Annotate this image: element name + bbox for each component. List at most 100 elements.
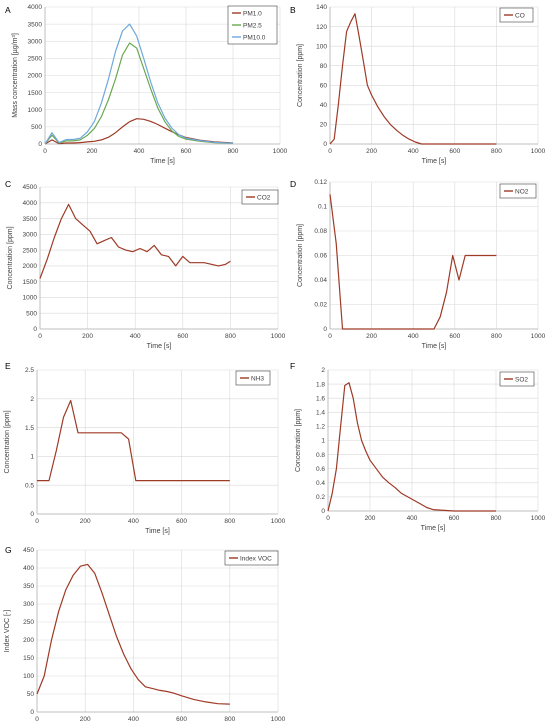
series-line-co2 [39,203,231,279]
y-tick-label: 0.5 [25,482,34,489]
x-tick-label: 400 [407,515,418,522]
y-tick-label: 0.02 [314,302,327,309]
y-tick-label: 150 [23,655,34,662]
series-line-no2 [329,194,497,330]
x-tick-label: 0 [43,148,47,155]
y-tick-label: 1 [30,454,34,461]
chart-panel-a: A 0 500 1000 1500 2000 2500 3000 3500 4000 0 200 400… [5,4,288,165]
y-tick-label: 200 [23,637,34,644]
y-tick-label: 2.5 [25,367,34,374]
x-tick-label: 1000 [271,716,286,723]
x-tick-label: 200 [366,333,377,340]
x-axis-label: Time [s] [422,343,447,350]
x-tick-label: 1000 [531,148,546,155]
y-tick-label: 1000 [23,295,38,302]
y-tick-label: 2 [321,367,325,374]
series-line-so2 [327,382,496,512]
y-tick-label: 1.8 [316,381,325,388]
panel-letter: E [5,361,11,371]
y-tick-label: 1.5 [25,425,34,432]
y-tick-label: 350 [23,583,34,590]
y-tick-label: 0 [33,326,37,333]
legend-box [241,189,279,205]
x-tick-label: 600 [449,333,460,340]
y-tick-label: 1.4 [316,410,325,417]
y-tick-label: 1 [321,438,325,445]
legend-label: CO2 [257,194,271,201]
x-tick-label: 600 [449,515,460,522]
x-tick-label: 600 [449,148,460,155]
x-axis-label: Time [s] [421,525,446,532]
chart-panel-d: D 0 0.02 0.04 0.06 0.08 0.1 0.12 0 200 400 600 800 10… [290,179,546,350]
legend-box [235,370,271,386]
chart-panel-f: F 0 0.2 0.4 0.6 0.8 1 1.2 1.4 1.6 1.8 2 0 200 400 600 80… [290,361,546,532]
y-tick-label: 450 [23,547,34,554]
y-tick-label: 0 [30,709,34,716]
y-tick-label: 400 [23,565,34,572]
y-tick-label: 80 [320,63,328,70]
legend-box [224,550,279,566]
series-line-pm2-5 [44,42,234,145]
y-tick-label: 50 [27,691,35,698]
y-tick-label: 0.6 [316,466,325,473]
x-tick-label: 600 [181,148,192,155]
x-tick-label: 800 [224,716,235,723]
y-tick-label: 1.2 [316,424,325,431]
y-tick-label: 0.08 [314,228,327,235]
y-axis-label: Concentration [ppm] [297,44,304,107]
x-tick-label: 200 [366,148,377,155]
y-tick-label: 0 [323,141,327,148]
y-tick-label: 1500 [23,279,38,286]
chart-panel-e: E 0 0.5 1 1.5 2 2.5 0 200 400 600 800 1000 Time [s] Co… [4,361,286,535]
chart-panel-c: C 0 500 1000 1500 2000 2500 3000 3500 4000 4500 0 20… [5,179,286,350]
y-tick-label: 0.8 [316,452,325,459]
x-axis-label: Time [s] [422,158,447,165]
y-tick-label: 0 [30,511,34,518]
legend-label: PM1.0 [243,10,262,17]
x-axis-label: Time [s] [150,158,175,165]
x-tick-label: 400 [130,333,141,340]
chart-panel-g: G 0 50 100 150 200 250 300 350 400 450 0 200 400 600 80… [4,545,286,723]
y-tick-label: 140 [316,4,327,11]
y-tick-label: 0 [323,326,327,333]
x-tick-label: 600 [176,518,187,525]
x-tick-label: 400 [128,716,139,723]
x-tick-label: 0 [328,148,332,155]
x-tick-label: 600 [176,716,187,723]
y-tick-label: 500 [31,124,42,131]
y-tick-label: 0.06 [314,253,327,260]
legend-box [499,183,537,199]
legend-label: CO [515,12,525,19]
x-tick-label: 1000 [531,333,546,340]
y-tick-label: 40 [320,102,328,109]
panel-letter: G [5,545,12,555]
y-tick-label: 1500 [28,90,43,97]
x-tick-label: 800 [225,333,236,340]
x-tick-label: 0 [38,333,42,340]
x-tick-label: 0 [35,518,39,525]
y-axis-label: Concentration [ppm] [4,410,11,473]
x-tick-label: 800 [224,518,235,525]
x-tick-label: 0 [328,333,332,340]
y-tick-label: 1000 [28,107,43,114]
y-tick-label: 1.6 [316,395,325,402]
x-tick-label: 800 [491,515,502,522]
panel-letter: F [290,361,295,371]
x-tick-label: 1000 [271,333,286,340]
series-line-index-voc [36,563,230,705]
legend-label: PM2.5 [243,22,262,29]
legend-label: SO2 [515,376,528,383]
y-tick-label: 100 [23,673,34,680]
y-tick-label: 3000 [28,38,43,45]
y-axis-label: Mass concentration [µg/m³] [12,33,19,118]
y-tick-label: 3000 [23,232,38,239]
series-line-pm10-0 [44,23,234,145]
x-tick-label: 400 [134,148,145,155]
x-tick-label: 200 [80,716,91,723]
y-axis-label: Concentration [ppm] [295,409,302,472]
y-tick-label: 0.1 [318,204,327,211]
legend-box [499,7,534,23]
series-line-co [329,13,497,145]
y-tick-label: 4000 [23,200,38,207]
